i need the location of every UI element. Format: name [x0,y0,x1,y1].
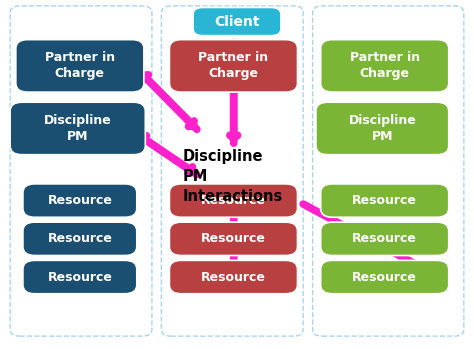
Text: Resource: Resource [47,232,112,245]
FancyBboxPatch shape [23,184,137,217]
Text: Resource: Resource [201,194,266,207]
Text: Resource: Resource [201,232,266,245]
Text: Resource: Resource [352,232,417,245]
FancyBboxPatch shape [23,260,137,294]
FancyBboxPatch shape [169,40,298,92]
Text: Resource: Resource [352,194,417,207]
FancyBboxPatch shape [193,7,281,36]
Text: Discipline
PM: Discipline PM [44,114,111,143]
FancyBboxPatch shape [169,222,298,255]
FancyBboxPatch shape [16,40,144,92]
FancyBboxPatch shape [10,102,146,155]
FancyBboxPatch shape [23,222,137,255]
Text: Resource: Resource [201,270,266,283]
Text: Resource: Resource [352,270,417,283]
FancyBboxPatch shape [320,260,449,294]
Text: Client: Client [214,15,260,29]
Text: Resource: Resource [47,270,112,283]
FancyBboxPatch shape [320,40,449,92]
Text: Discipline
PM: Discipline PM [348,114,416,143]
Text: Resource: Resource [47,194,112,207]
FancyBboxPatch shape [316,102,449,155]
FancyBboxPatch shape [320,222,449,255]
Text: Partner in
Charge: Partner in Charge [45,51,115,80]
Text: Partner in
Charge: Partner in Charge [350,51,420,80]
FancyBboxPatch shape [169,184,298,217]
FancyBboxPatch shape [169,260,298,294]
FancyBboxPatch shape [320,184,449,217]
Text: Discipline
PM
Interactions: Discipline PM Interactions [182,149,283,203]
Text: Partner in
Charge: Partner in Charge [199,51,268,80]
